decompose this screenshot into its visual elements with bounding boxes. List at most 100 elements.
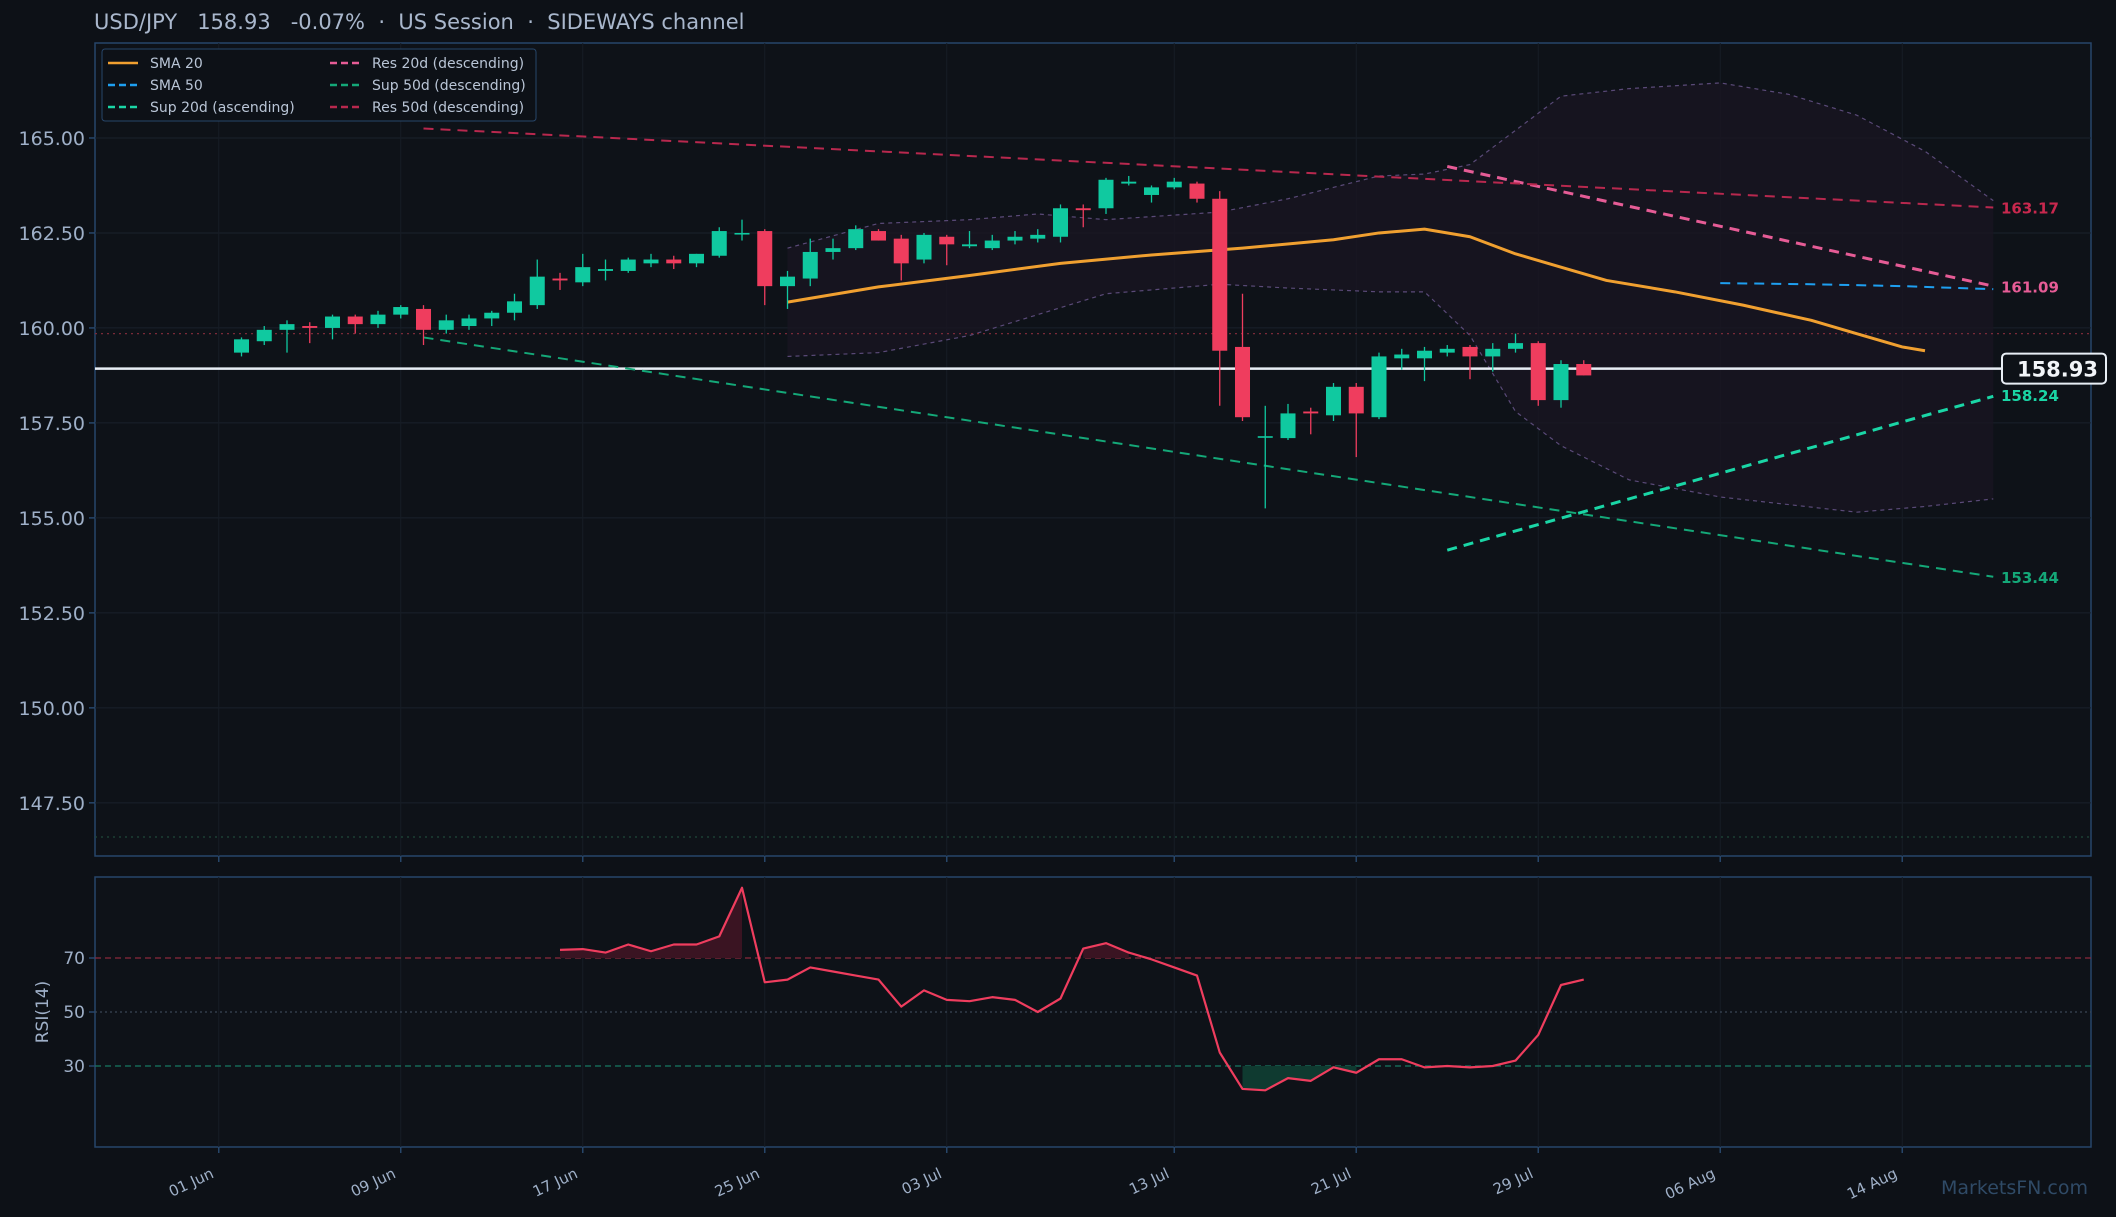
candle <box>643 253 659 268</box>
candle <box>415 305 432 346</box>
candle <box>1189 181 1205 203</box>
candle-body <box>256 329 272 342</box>
candle-body <box>1507 343 1524 349</box>
xtick-label: 25 Jun <box>712 1164 762 1200</box>
series-res-50d-descending <box>423 127 1994 209</box>
candle-body <box>575 267 591 283</box>
candle-body <box>1212 198 1228 351</box>
candle <box>893 234 909 281</box>
candle-body <box>324 316 341 328</box>
candle-body <box>1371 356 1387 418</box>
legend-label: SMA 20 <box>150 56 203 72</box>
candle <box>1234 293 1251 422</box>
candle-body <box>370 314 386 325</box>
last-price-tag-label: 158.93 <box>2017 358 2098 382</box>
candle-body <box>779 276 796 287</box>
series-sup-50d-descending <box>423 336 1994 578</box>
candle-body <box>688 253 705 264</box>
candle-body <box>643 259 659 264</box>
candle <box>1030 229 1046 243</box>
candle-body <box>347 316 363 325</box>
candle <box>597 259 614 281</box>
series-res-20d-descending <box>1446 165 1994 288</box>
candle-body <box>1257 436 1273 438</box>
candle <box>734 219 750 241</box>
legend-label: Res 20d (descending) <box>372 56 524 72</box>
candle-body <box>620 259 636 271</box>
candle <box>1348 383 1364 458</box>
candle-body <box>1530 343 1546 401</box>
chart-title: USD/JPY 158.93 -0.07% · US Session · SID… <box>94 10 745 34</box>
candle <box>1075 204 1091 228</box>
legend-box <box>101 48 537 122</box>
channel-upper <box>787 82 1994 249</box>
candle <box>506 293 523 321</box>
candle <box>256 326 272 346</box>
candle-body <box>302 326 318 328</box>
candle <box>1098 177 1114 214</box>
candle <box>1121 175 1137 186</box>
price-ytick-label: 150.00 <box>19 698 85 720</box>
candle-body <box>916 234 932 260</box>
legend-label: Sup 20d (ascending) <box>150 100 295 116</box>
candle-body <box>529 276 545 306</box>
rsi-ytick-label: 70 <box>63 949 85 969</box>
candle-body <box>1098 179 1114 209</box>
candle <box>711 227 727 258</box>
candle-body <box>484 312 500 319</box>
candle-body <box>1075 208 1091 211</box>
candle <box>666 255 682 270</box>
candle-body <box>1052 208 1069 237</box>
candle-body <box>279 324 295 330</box>
candle <box>1280 403 1296 441</box>
candle-body <box>757 231 773 287</box>
candle-body <box>1485 348 1501 357</box>
candle-body <box>893 238 909 264</box>
candle <box>688 253 705 268</box>
candle <box>1143 185 1160 203</box>
candle <box>779 270 796 309</box>
series-sma-50 <box>1720 282 1994 291</box>
candle-body <box>461 318 477 327</box>
candle <box>1166 177 1182 190</box>
candle <box>939 234 955 266</box>
rsi-ytick-label: 30 <box>63 1057 85 1077</box>
candle <box>1212 191 1228 406</box>
right-value-label: 161.09 <box>2001 279 2059 297</box>
candle-body <box>1143 187 1160 195</box>
candle-body <box>870 231 887 241</box>
candle <box>757 229 773 306</box>
candle <box>1530 341 1546 406</box>
candle <box>1507 333 1524 353</box>
candle-body <box>1007 236 1023 241</box>
candle <box>575 253 591 287</box>
candle-body <box>1576 364 1592 376</box>
channel-lower <box>787 283 1994 513</box>
candle-body <box>1121 181 1137 184</box>
right-value-label: 158.24 <box>2001 387 2059 405</box>
price-ytick-label: 160.00 <box>19 318 85 340</box>
candle <box>870 229 887 241</box>
candle-body <box>711 231 727 256</box>
candle <box>1303 407 1319 435</box>
candle <box>961 231 978 249</box>
candle-body <box>1030 234 1046 239</box>
candle-body <box>1234 346 1251 418</box>
xtick-label: 06 Aug <box>1662 1164 1718 1203</box>
candle-body <box>393 307 409 315</box>
candle <box>1439 345 1455 357</box>
candle-body <box>734 232 750 235</box>
candle <box>1485 343 1501 372</box>
legend: SMA 20 SMA 50 Sup 20d (ascending) Res 20d (… <box>101 48 537 122</box>
candle <box>1553 360 1569 408</box>
last-price-tag-box <box>2001 352 2107 385</box>
candle <box>1462 345 1478 380</box>
legend-label: SMA 50 <box>150 78 203 94</box>
candle-body <box>1394 354 1410 359</box>
candle <box>484 310 500 327</box>
price-ytick-label: 165.00 <box>19 128 85 150</box>
price-ytick-label: 147.50 <box>19 793 85 815</box>
price-ytick-label: 157.50 <box>19 413 85 435</box>
